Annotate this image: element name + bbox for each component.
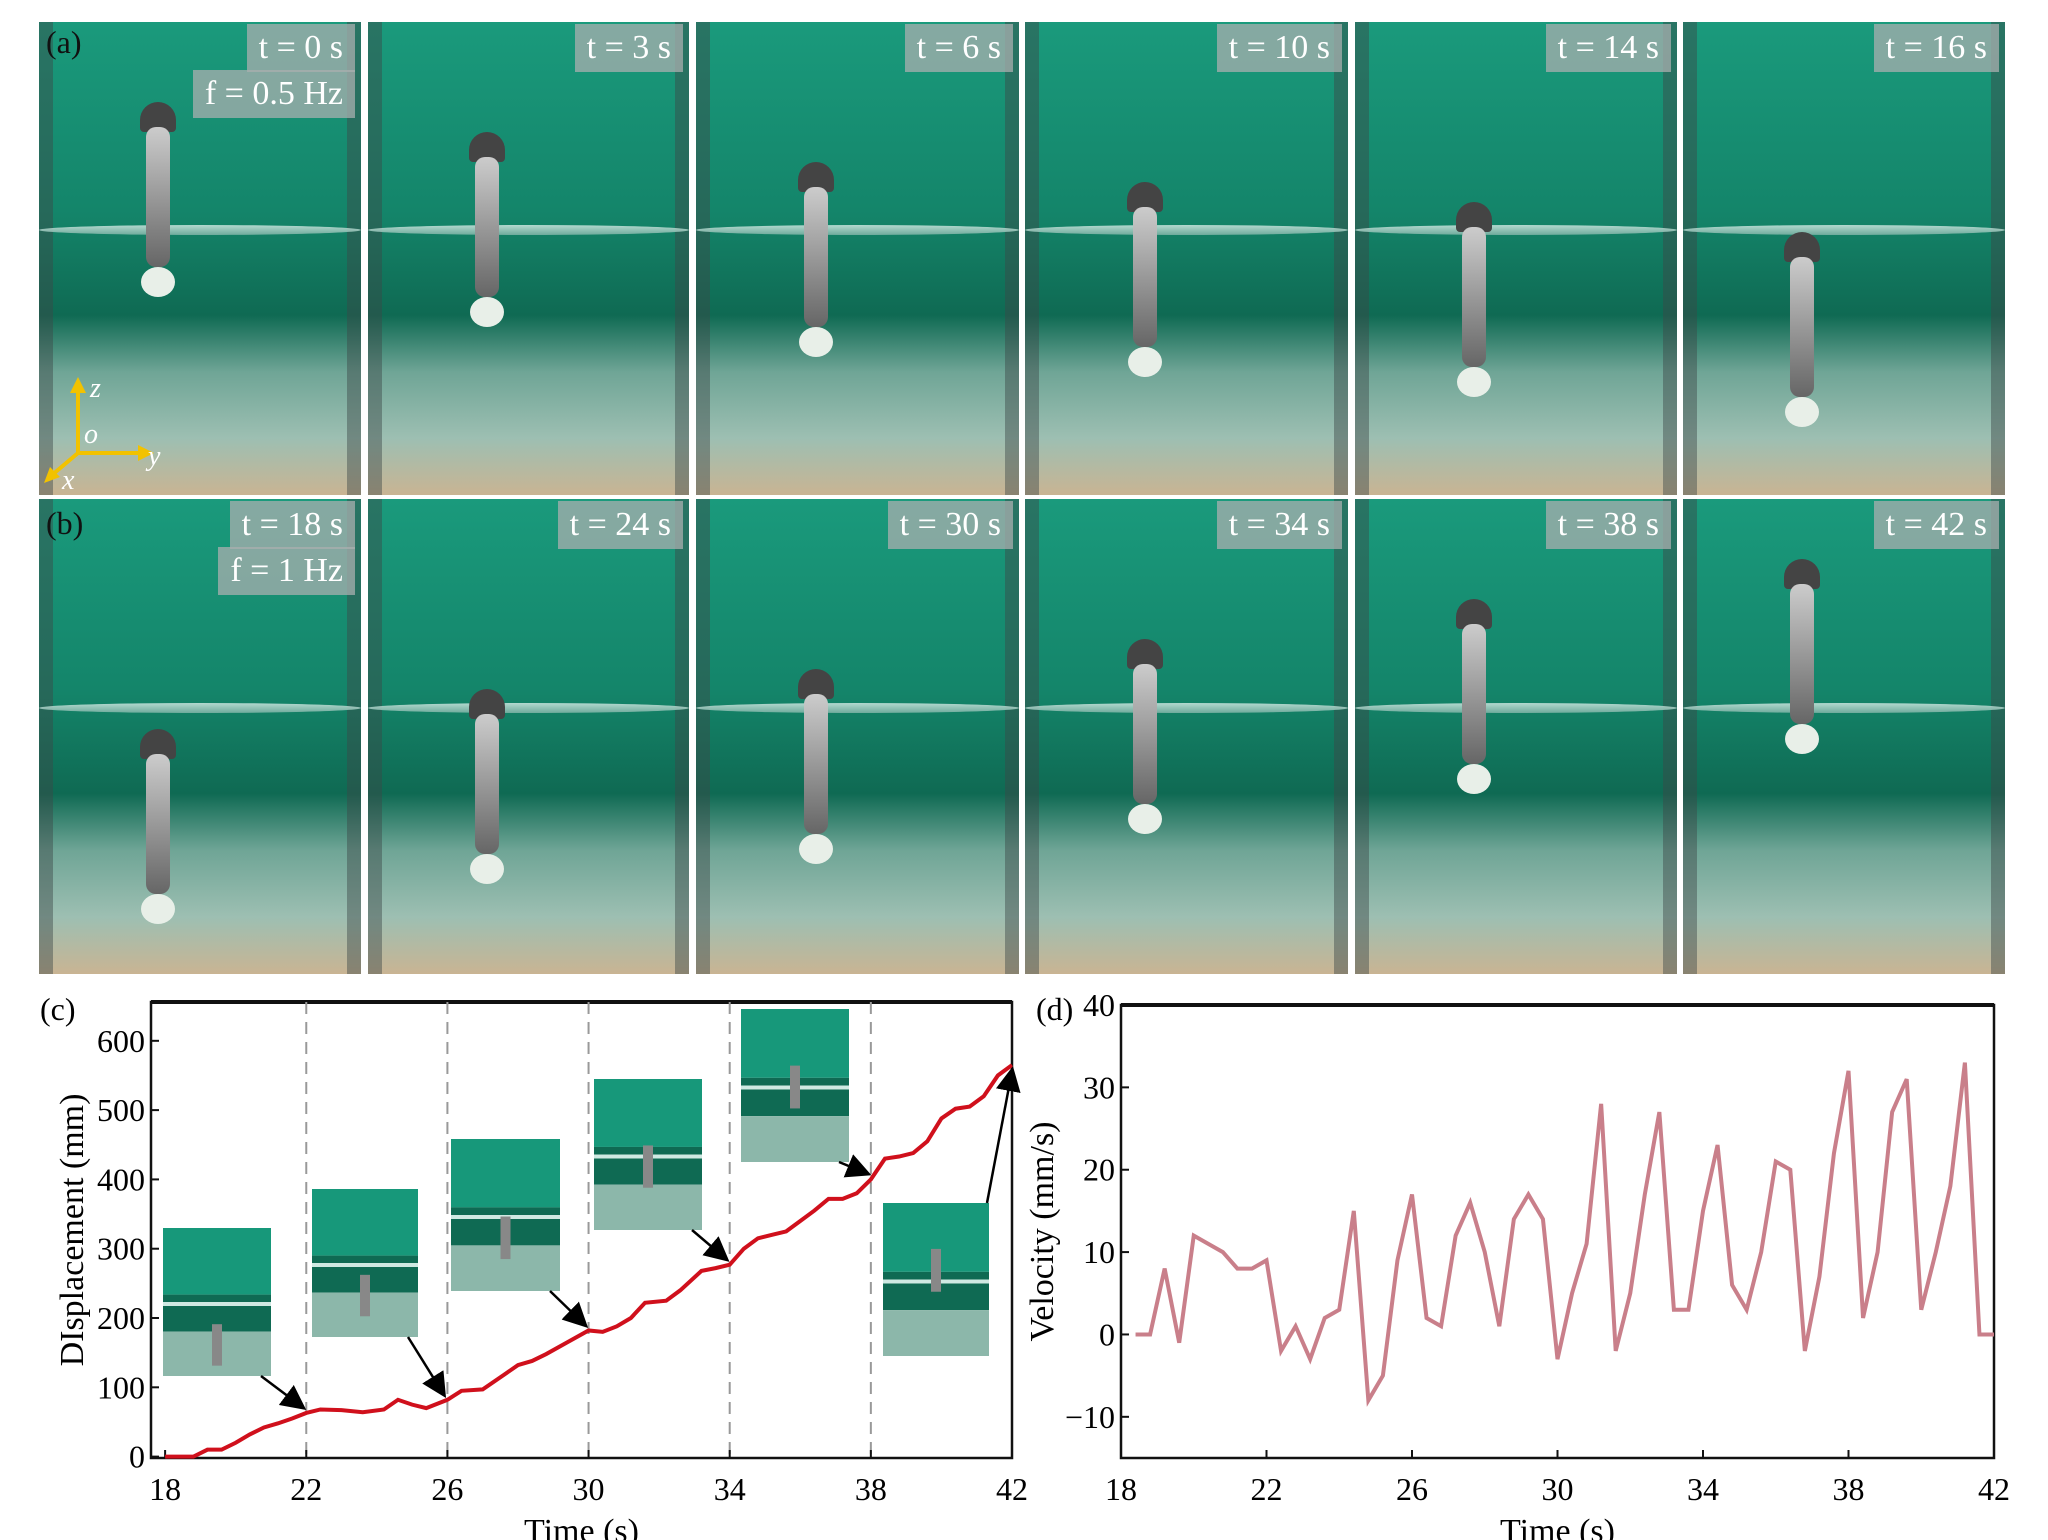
axis-x-label: x [61,465,75,495]
y-tick-label: −10 [1065,1399,1115,1435]
axis-z-label: z [89,375,101,404]
inset-bottom [594,1184,702,1230]
panel-label: (c) [40,991,76,1027]
velocity-chart: (d) 18 22 26 30 34 38 42 −10 0 10 20 30 40 Time (s) Vel… [1024,987,2010,1540]
x-tick-label: 26 [431,1471,463,1507]
y-tick-label: 10 [1083,1234,1115,1270]
inset-bottom [741,1116,849,1162]
y-tick-label: 20 [1083,1152,1115,1188]
y-tick-label: 30 [1083,1069,1115,1105]
frequency-label: f = 1 Hz [218,547,355,595]
inset-robot-icon [790,1065,800,1109]
panel-label: (d) [1036,991,1073,1027]
frame-photo: t = 30 s [696,499,1019,974]
frequency-label: f = 0.5 Hz [192,70,355,118]
inset-arrow [691,1229,730,1262]
inset-rail [312,1263,418,1267]
time-label: t = 0 s [246,24,355,72]
time-label: t = 14 s [1545,24,1671,72]
x-tick-label: 34 [714,1471,746,1507]
y-tick-label: 600 [97,1023,145,1059]
inset-water-top [163,1228,271,1295]
x-tick-label: 38 [1833,1471,1865,1507]
x-tick-label: 30 [1542,1471,1574,1507]
y-tick-label: 400 [97,1161,145,1197]
inset-arrow [549,1290,589,1328]
inset-robot-icon [360,1274,370,1317]
time-label: t = 38 s [1545,501,1671,549]
frame-photo: t = 16 s [1683,22,2005,495]
x-tick-label: 42 [1978,1471,2010,1507]
inset-arrow [260,1375,307,1410]
data-line [1135,1062,1994,1407]
time-label: t = 18 s [229,501,355,549]
frame-photo: t = 34 s [1025,499,1348,974]
inset-bottom [883,1310,989,1356]
y-tick-label: 500 [97,1092,145,1128]
time-label: t = 30 s [887,501,1013,549]
y-tick-label: 200 [97,1300,145,1336]
x-tick-label: 38 [855,1471,887,1507]
frame-photo: t = 38 s [1355,499,1677,974]
time-label: t = 3 s [574,24,683,72]
inset-water-top [312,1189,418,1256]
coordinate-axes-icon: z o y x [44,375,161,495]
y-tick-label: 300 [97,1231,145,1267]
y-tick-label: 0 [129,1439,145,1475]
inset-rail [163,1302,271,1306]
frame-photo: t = 10 s [1025,22,1348,495]
frame-photo: t = 42 s [1683,499,2005,974]
x-tick-label: 22 [1251,1471,1283,1507]
axis-o-label: o [84,419,98,450]
frame-photo: t = 24 s [368,499,689,974]
time-label: t = 10 s [1216,24,1342,72]
y-tick-label: 100 [97,1369,145,1405]
displacement-chart: (c) 18 22 26 30 34 38 42 0 100 200 300 400 500 600 Time… [40,991,1028,1540]
x-tick-label: 18 [1105,1471,1137,1507]
plot-area [1119,1003,1996,1460]
time-label: t = 34 s [1216,501,1342,549]
panel-label-b: (b) [46,505,84,541]
x-tick-label: 18 [149,1471,181,1507]
axis-y-label: y [145,441,161,472]
inset-photo [883,1203,989,1356]
inset-photo [741,1009,849,1162]
inset-photo [163,1228,271,1376]
inset-robot-icon [500,1216,511,1260]
inset-water-top [594,1079,702,1147]
inset-arrow [406,1336,447,1399]
inset-photo [312,1189,418,1337]
inset-robot-icon [931,1248,941,1292]
frame-photo: t = 14 s [1355,22,1677,495]
time-label: t = 6 s [904,24,1013,72]
inset-arrow [838,1154,872,1178]
inset-robot-icon [643,1145,653,1188]
x-tick-label: 42 [996,1471,1028,1507]
y-axis-label: DIsplacement (mm) [54,1094,91,1367]
time-label: t = 24 s [557,501,683,549]
plot-area [149,1000,1014,1460]
inset-photo [451,1139,560,1291]
x-tick-label: 22 [290,1471,322,1507]
panel-label-a: (a) [46,24,82,60]
x-tick-label: 34 [1687,1471,1719,1507]
inset-robot-icon [212,1324,222,1366]
x-axis-label: Time (s) [1500,1513,1615,1540]
x-axis-label: Time (s) [524,1513,639,1540]
inset-photo [594,1079,702,1230]
x-tick-label: 26 [1396,1471,1428,1507]
inset-water-top [451,1139,560,1208]
frame-photo: t = 6 s [696,22,1019,495]
time-label: t = 16 s [1873,24,1999,72]
y-tick-label: 0 [1099,1316,1115,1352]
y-tick-label: 40 [1083,987,1115,1023]
time-label: t = 42 s [1873,501,1999,549]
y-axis-label: Velocity (mm/s) [1024,1121,1061,1341]
frame-photo: t = 3 s [368,22,689,495]
x-tick-label: 30 [573,1471,605,1507]
inset-arrow [985,1066,1021,1204]
